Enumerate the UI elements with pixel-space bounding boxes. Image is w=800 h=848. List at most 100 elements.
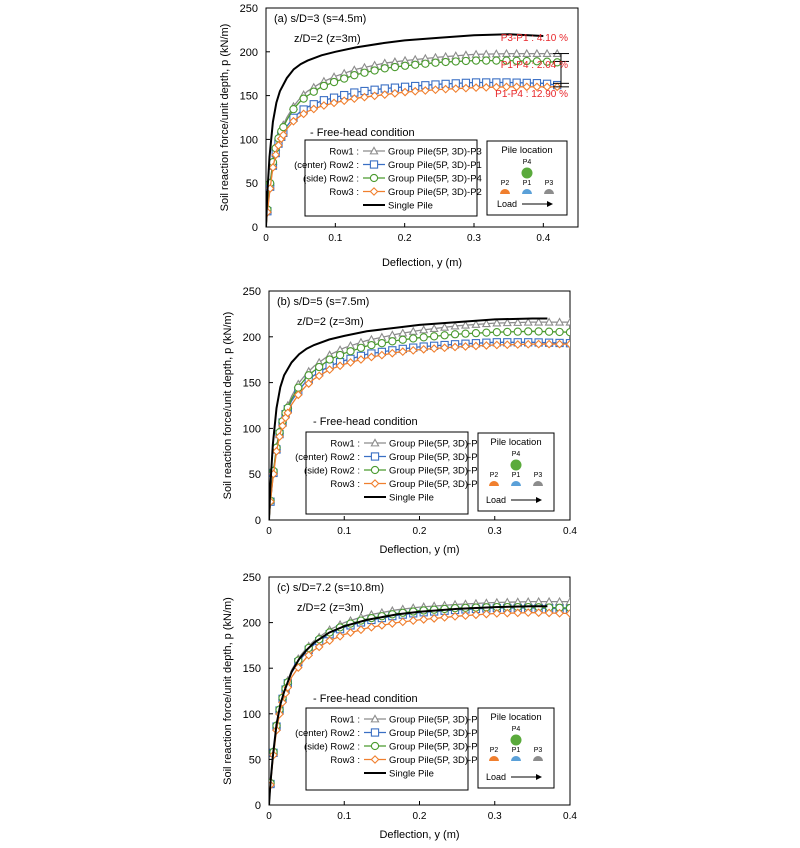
- data-point-P2: [275, 709, 284, 719]
- data-point-P4: [398, 335, 407, 344]
- x-tick-label: 0.2: [413, 811, 427, 822]
- pile-marker: [522, 189, 532, 194]
- data-point-P2: [356, 355, 366, 364]
- legend-series-label: Group Pile(5P, 3D)-P4: [388, 174, 482, 185]
- x-tick-label: 0.3: [488, 811, 502, 822]
- data-point-P2: [314, 371, 324, 381]
- data-point-P4: [304, 371, 313, 380]
- data-point-P4: [350, 71, 359, 80]
- data-point-P2: [274, 140, 283, 150]
- data-point-P4: [346, 347, 355, 356]
- data-point-P2: [380, 90, 390, 99]
- x-tick-label: 0.2: [413, 526, 427, 537]
- x-axis-label: Deflection, y (m): [379, 544, 459, 556]
- data-point-P2: [450, 612, 460, 621]
- legend-marker-P1: [370, 452, 380, 461]
- data-point-P2: [314, 642, 324, 652]
- data-point-P2: [387, 348, 397, 358]
- data-point-P3: [471, 319, 481, 328]
- data-point-P2: [555, 339, 564, 349]
- data-point-P4: [367, 340, 376, 350]
- data-point-P2: [471, 83, 481, 93]
- data-point-P2: [377, 620, 387, 630]
- data-point-P2: [565, 339, 570, 349]
- data-point-P4: [325, 355, 334, 364]
- pile-label: P2: [490, 472, 499, 479]
- legend-row-label: (side) Row2 :: [304, 742, 360, 753]
- pile-marker: [489, 481, 499, 486]
- data-point-P4: [451, 57, 460, 66]
- y-axis-label: Soil reaction force/unit depth, p (kN/m): [222, 597, 234, 785]
- data-point-P2: [544, 608, 554, 618]
- pile-label: P2: [501, 180, 510, 187]
- data-point-P2: [420, 86, 430, 95]
- legend-series-label: Group Pile(5P, 3D)-P3: [389, 439, 483, 450]
- data-point-P2: [356, 625, 366, 635]
- data-point-P2: [544, 339, 554, 349]
- data-point-P2: [419, 344, 429, 354]
- data-point-P2: [329, 98, 339, 108]
- pile-marker: [500, 189, 510, 194]
- data-point-P4: [429, 332, 439, 341]
- data-point-P2: [419, 615, 429, 624]
- x-tick-label: 0.1: [328, 233, 342, 244]
- legend-series-label: Single Pile: [389, 493, 434, 504]
- y-tick-label: 50: [246, 178, 258, 190]
- data-point-P4: [450, 330, 460, 339]
- y-axis-label: Soil reaction force/unit depth, p (kN/m): [222, 312, 234, 500]
- data-point-P2: [440, 613, 449, 622]
- legend-row-label: Row3 :: [330, 479, 360, 490]
- y-tick-label: 200: [243, 332, 261, 344]
- pile-marker: [489, 756, 499, 761]
- data-point-P4: [482, 56, 491, 65]
- data-point-P4: [461, 329, 470, 338]
- x-tick-label: 0.2: [398, 233, 412, 244]
- data-point-P2: [408, 616, 418, 626]
- panel-title: (b) s/D=5 (s=7.5m): [277, 296, 369, 308]
- x-tick-label: 0: [263, 233, 269, 244]
- data-point-P4: [409, 334, 418, 343]
- data-point-P2: [398, 617, 408, 627]
- y-tick-label: 50: [249, 754, 261, 766]
- data-point-P2: [400, 87, 410, 97]
- condition-label: - Free-head condition: [313, 693, 418, 705]
- data-point-P2: [492, 609, 502, 618]
- pile-marker: [511, 756, 521, 761]
- legend-row-label: (center) Row2 :: [295, 452, 360, 463]
- pile-label-p4: P4: [512, 726, 521, 733]
- x-axis-label: Deflection, y (m): [379, 829, 459, 841]
- data-point-P4: [440, 331, 449, 340]
- data-point-P4: [522, 56, 531, 66]
- data-point-P2: [335, 631, 345, 641]
- data-point-P2: [293, 390, 303, 400]
- data-point-P2: [335, 361, 345, 371]
- x-tick-label: 0.3: [467, 233, 481, 244]
- data-point-P4: [329, 77, 339, 87]
- load-label: Load: [497, 199, 517, 209]
- data-point-P4: [360, 68, 369, 77]
- pile-label: P1: [523, 180, 532, 187]
- legend-marker-P4: [370, 741, 380, 751]
- x-tick-label: 0.4: [536, 233, 550, 244]
- load-label: Load: [486, 772, 506, 782]
- data-point-P4: [370, 66, 379, 75]
- y-tick-label: 200: [243, 618, 261, 630]
- data-point-P4: [544, 327, 554, 336]
- data-point-P4: [356, 343, 366, 353]
- data-point-P2: [482, 341, 491, 350]
- load-label: Load: [486, 495, 506, 505]
- legend-series-label: Group Pile(5P, 3D)-P4: [389, 466, 483, 477]
- data-point-P4: [492, 328, 501, 337]
- data-point-P2: [461, 342, 470, 351]
- panel-title: (a) s/D=3 (s=4.5m): [274, 13, 366, 25]
- data-point-P4: [524, 327, 533, 336]
- x-tick-label: 0.1: [337, 526, 351, 537]
- data-point-P3: [408, 326, 418, 335]
- legend-marker-P2: [369, 187, 379, 196]
- data-point-P2: [325, 636, 334, 646]
- legend-marker-P1: [369, 160, 379, 169]
- y-tick-label: 250: [240, 3, 258, 15]
- data-point-P4: [555, 327, 564, 337]
- data-point-P2: [271, 150, 281, 160]
- legend-series-label: Group Pile(5P, 3D)-P4: [389, 742, 483, 753]
